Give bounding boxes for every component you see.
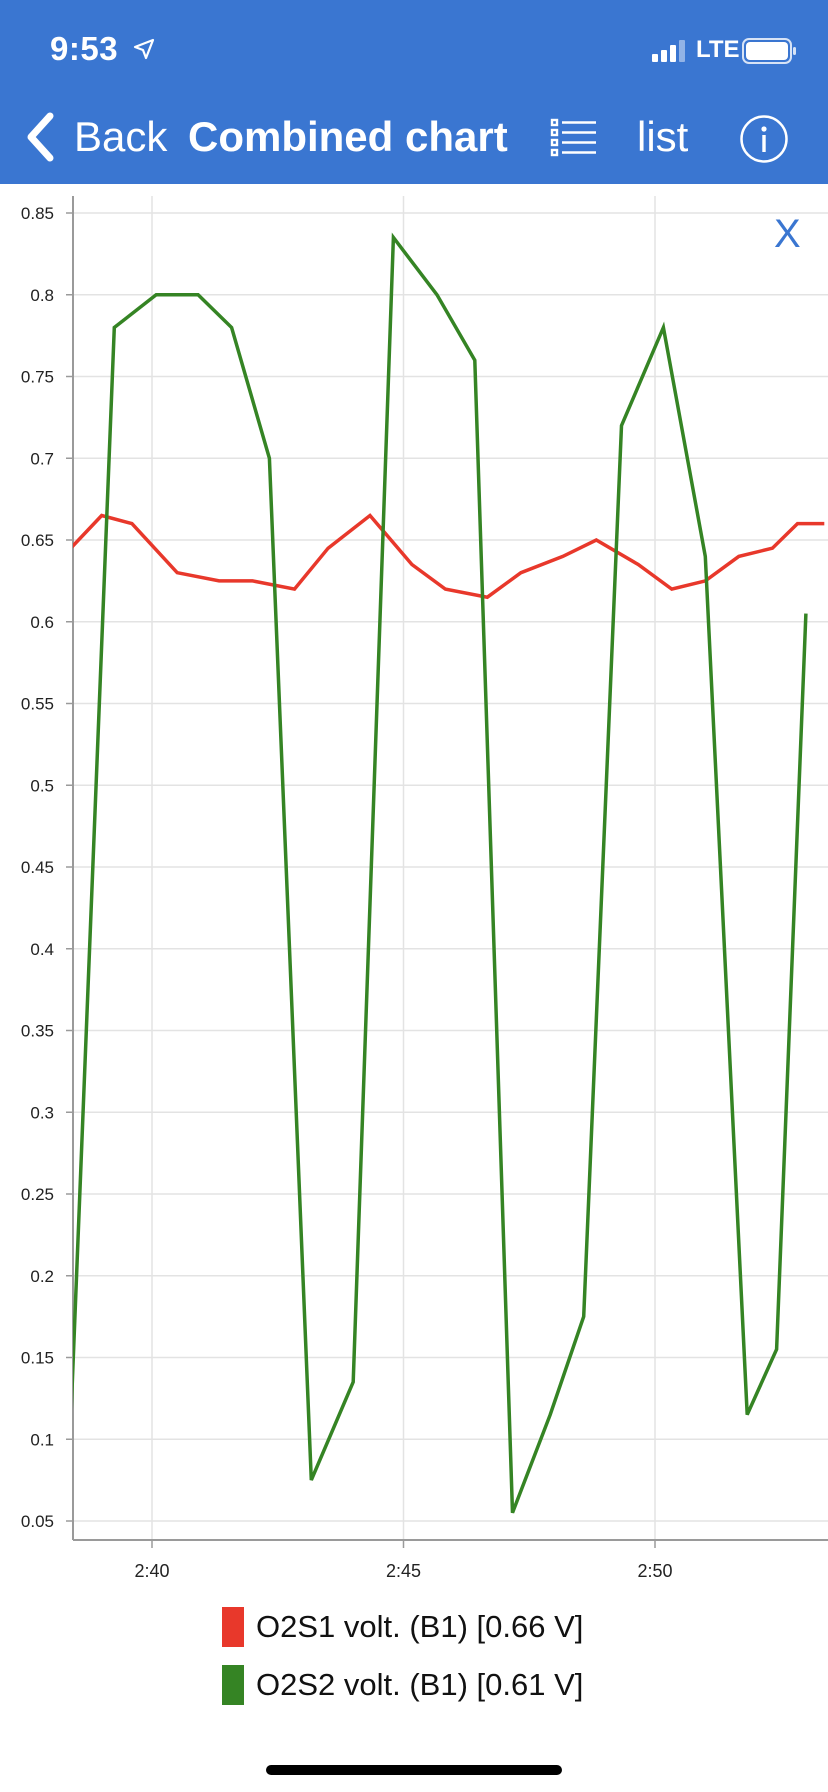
y-tick-label: 0.05 (21, 1512, 54, 1531)
y-tick-labels: 0.05 0.1 0.15 0.2 0.25 0.3 0.35 0.4 0.45 0.5 0.55 0… (21, 204, 54, 1531)
x-tick-label: 2:50 (637, 1561, 672, 1581)
y-tick-label: 0.65 (21, 531, 54, 550)
legend-item-o2s1: O2S1 volt. (B1) [0.66 V] (222, 1598, 583, 1656)
legend-item-o2s2: O2S2 volt. (B1) [0.61 V] (222, 1656, 583, 1714)
series-layer (73, 232, 825, 1514)
y-tick-label: 0.7 (30, 449, 54, 468)
info-icon[interactable] (739, 114, 789, 169)
y-tick-label: 0.55 (21, 695, 54, 714)
list-icon[interactable] (550, 117, 598, 164)
vertical-gridlines (151, 196, 656, 1548)
close-chart-button[interactable]: X (774, 212, 801, 256)
line-chart: 0.05 0.1 0.15 0.2 0.25 0.3 0.35 0.4 0.45 0.5 0.55 0… (21, 196, 828, 1581)
home-indicator (266, 1765, 562, 1775)
page-title: Combined chart (188, 113, 508, 160)
location-arrow-icon (133, 38, 155, 65)
status-time: 9:53 (50, 30, 119, 67)
y-tick-label: 0.2 (30, 1267, 54, 1286)
y-tick-label: 0.8 (30, 286, 54, 305)
legend-label-o2s1: O2S1 volt. (B1) [0.66 V] (256, 1609, 584, 1644)
y-tick-label: 0.25 (21, 1185, 54, 1204)
legend-label-o2s2: O2S2 volt. (B1) [0.61 V] (256, 1667, 584, 1702)
signal-bars-icon (652, 40, 688, 67)
y-tick-label: 0.3 (30, 1103, 54, 1122)
horizontal-gridlines (66, 212, 828, 1522)
y-tick-label: 0.6 (30, 613, 54, 632)
y-tick-label: 0.15 (21, 1349, 54, 1368)
y-tick-label: 0.5 (30, 776, 54, 795)
x-tick-labels: 2:40 2:45 2:50 (134, 1561, 672, 1581)
battery-icon (742, 38, 798, 69)
chart-legend: O2S1 volt. (B1) [0.66 V] O2S2 volt. (B1)… (222, 1598, 583, 1714)
series-line-o2s2 (73, 232, 808, 1514)
y-tick-label: 0.45 (21, 858, 54, 877)
x-tick-label: 2:45 (386, 1561, 421, 1581)
y-tick-label: 0.1 (30, 1430, 54, 1449)
x-tick-label: 2:40 (134, 1561, 169, 1581)
chevron-left-icon[interactable] (26, 112, 56, 167)
list-button[interactable]: list (637, 113, 689, 160)
legend-swatch-red (222, 1607, 244, 1647)
y-tick-label: 0.4 (30, 940, 54, 959)
y-tick-label: 0.35 (21, 1022, 54, 1041)
y-tick-label: 0.85 (21, 204, 54, 223)
y-tick-label: 0.75 (21, 368, 54, 387)
top-bar: 9:53 LTE Back Combined chart list (0, 0, 828, 184)
back-button[interactable]: Back (74, 113, 168, 160)
legend-swatch-green (222, 1665, 244, 1705)
series-line-o2s1 (73, 513, 825, 600)
network-type: LTE (696, 36, 740, 63)
